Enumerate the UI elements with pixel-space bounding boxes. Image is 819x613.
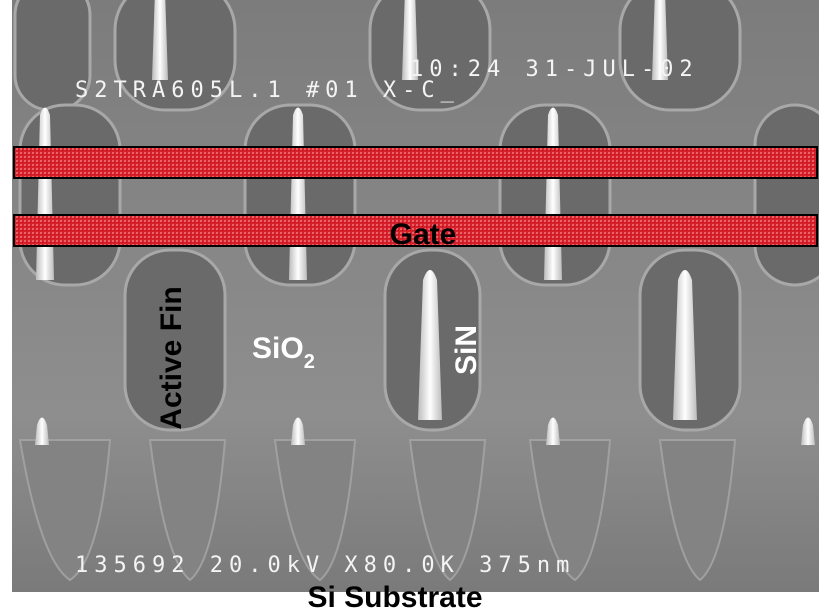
gate-label: Gate [390,218,457,251]
sin-label: SiN [450,325,483,375]
sem-figure: 10:24 31-JUL-02 S2TRA605L.1 #01 X-C_ 135… [0,0,819,613]
sem-sample-id: S2TRA605L.1 #01 X-C_ [75,78,460,103]
sio2-subscript: 2 [304,351,315,373]
substrate-label: Si Substrate [307,581,482,613]
active-fin-label: Active Fin [155,286,188,429]
sem-parameters: 135692 20.0kV X80.0K 375nm [75,553,575,578]
sio2-main: SiO [252,332,304,365]
